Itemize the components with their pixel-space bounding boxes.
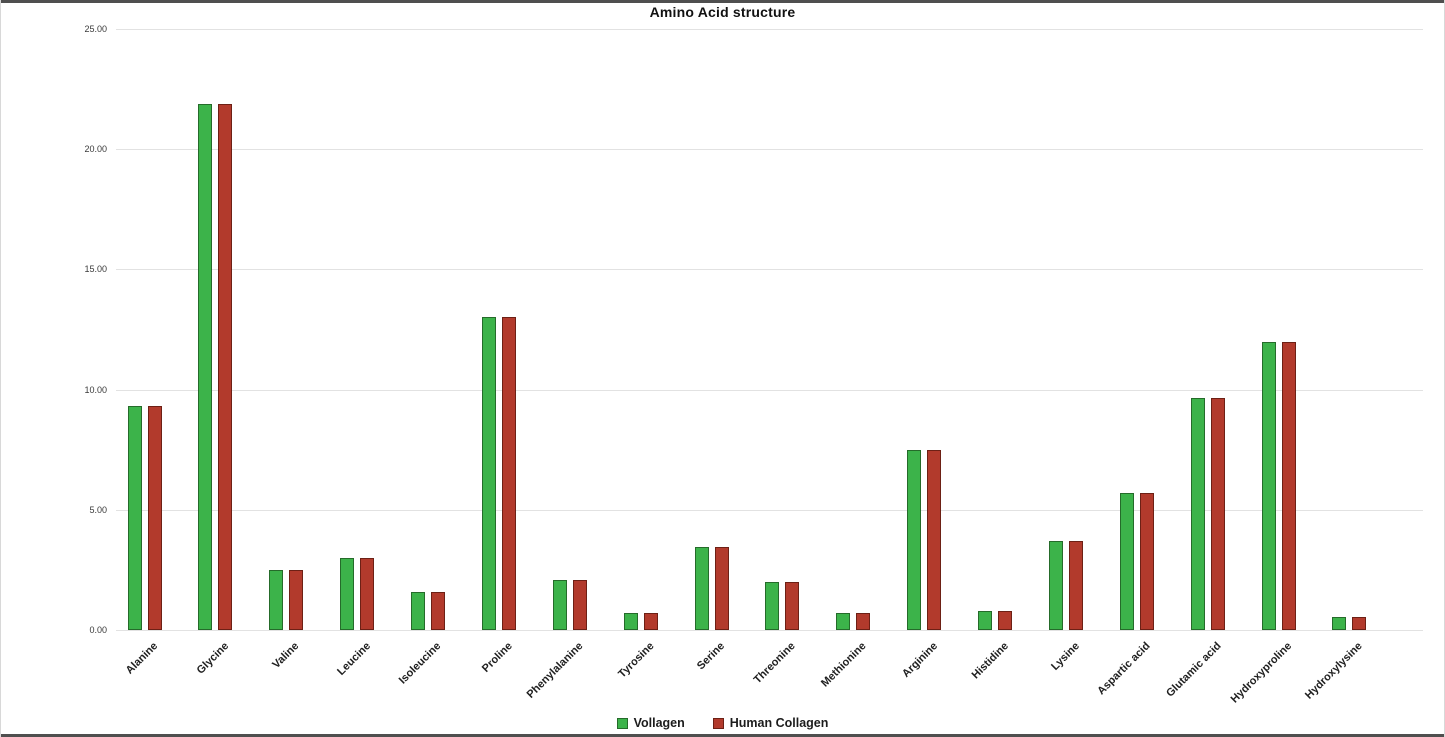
bar-vollagen <box>694 547 709 630</box>
x-axis-category-label: Tyrosine <box>615 640 657 681</box>
y-axis-tick-label: 25.00 <box>84 24 107 34</box>
x-axis-category-label: Methionine <box>819 640 869 690</box>
y-axis-tick-label: 15.00 <box>84 264 107 275</box>
bar-human-collagen <box>289 569 304 630</box>
bar-vollagen <box>127 406 142 630</box>
bar-vollagen <box>623 613 638 630</box>
bar-vollagen <box>340 557 355 630</box>
bar-human-collagen <box>856 613 871 630</box>
y-axis-tick-label: 20.00 <box>84 144 107 155</box>
legend-swatch-icon <box>712 717 724 729</box>
x-axis-category-label: Valine <box>270 640 302 671</box>
bar-human-collagen <box>1281 341 1296 630</box>
bar-human-collagen <box>927 449 942 630</box>
bar-vollagen <box>552 579 567 630</box>
x-axis-category-label: Glutamic acid <box>1163 640 1224 700</box>
bar-vollagen <box>1261 341 1276 630</box>
x-axis-category-label: Alanine <box>123 640 160 677</box>
bar-human-collagen <box>1352 616 1367 630</box>
x-axis-category-label: Hydroxylysine <box>1303 640 1365 702</box>
y-axis-tick-label: 0.00 <box>89 625 107 635</box>
legend-swatch-icon <box>616 717 628 729</box>
bar-vollagen <box>1119 492 1134 630</box>
bar-human-collagen <box>572 579 587 630</box>
bar-vollagen <box>269 569 284 630</box>
bar-vollagen <box>1190 398 1205 630</box>
x-axis-category-label: Proline <box>479 640 515 675</box>
bar-human-collagen <box>785 581 800 630</box>
bar-vollagen <box>836 613 851 630</box>
x-axis-category-label: Lysine <box>1048 640 1082 673</box>
gridline <box>116 509 1423 511</box>
gridline <box>116 389 1423 391</box>
bar-vollagen <box>978 610 993 630</box>
x-axis-category-label: Leucine <box>334 640 373 678</box>
bar-human-collagen <box>431 591 446 630</box>
bar-human-collagen <box>1210 398 1225 630</box>
x-axis-category-label: Isoleucine <box>396 640 444 687</box>
legend-label: Human Collagen <box>729 716 829 730</box>
x-axis-category-label: Arginine <box>899 640 940 681</box>
bar-human-collagen <box>147 406 162 630</box>
legend-item-human-collagen: Human Collagen <box>712 716 829 730</box>
x-axis-category-label: Glycine <box>194 640 231 677</box>
bar-human-collagen <box>643 613 658 630</box>
bar-human-collagen <box>1068 541 1083 630</box>
bar-human-collagen <box>1139 492 1154 630</box>
chart-title: Amino Acid structure <box>649 4 796 20</box>
x-axis-category-label: Serine <box>694 640 728 673</box>
bar-vollagen <box>1048 541 1063 630</box>
x-axis-category-label: Histidine <box>969 640 1011 682</box>
photo-bottom-edge <box>1 734 1444 737</box>
bar-vollagen <box>198 103 213 630</box>
y-axis-tick-label: 5.00 <box>89 504 107 515</box>
gridline <box>116 630 1423 631</box>
gridline <box>116 149 1423 151</box>
bar-vollagen <box>765 581 780 630</box>
bar-human-collagen <box>501 317 516 630</box>
legend-item-vollagen: Vollagen <box>616 716 685 730</box>
bar-human-collagen <box>714 547 729 630</box>
gridline <box>116 29 1423 30</box>
x-axis-category-label: Hydroxyproline <box>1228 640 1295 706</box>
gridline <box>116 269 1423 271</box>
x-axis-category-label: Aspartic acid <box>1094 640 1153 698</box>
photo-top-edge <box>1 0 1444 3</box>
bar-vollagen <box>907 449 922 630</box>
bar-human-collagen <box>360 557 375 630</box>
bar-human-collagen <box>218 103 233 630</box>
x-axis-category-label: Threonine <box>751 640 798 687</box>
bar-vollagen <box>1332 616 1347 630</box>
bar-human-collagen <box>998 610 1013 630</box>
y-axis-tick-label: 10.00 <box>84 384 107 395</box>
bar-vollagen <box>411 591 426 630</box>
legend-label: Vollagen <box>633 716 685 730</box>
x-axis-category-label: Phenylalanine <box>524 640 586 701</box>
legend: Vollagen Human Collagen <box>1 716 1444 730</box>
bar-vollagen <box>481 317 496 630</box>
